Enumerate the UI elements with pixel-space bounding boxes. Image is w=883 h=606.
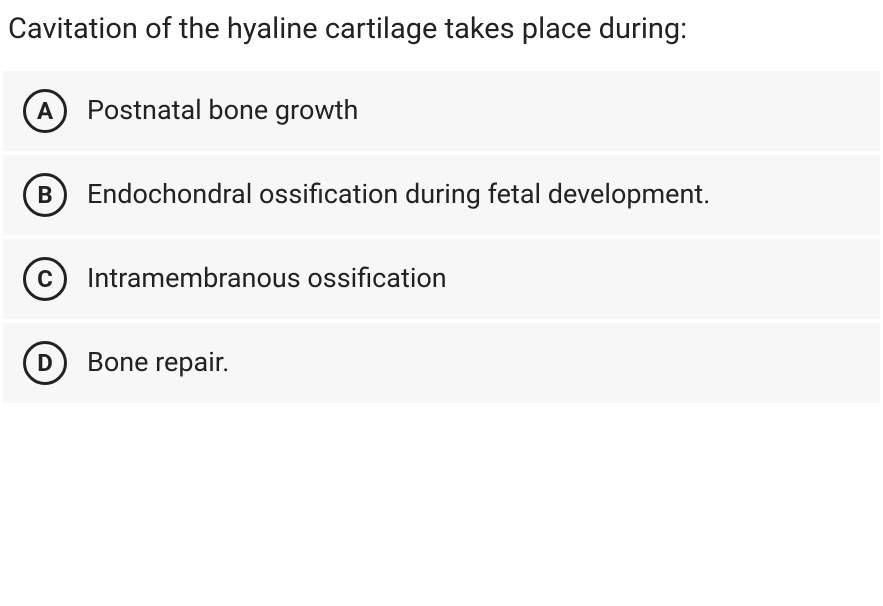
option-row-b[interactable]: B Endochondral ossification during fetal… [3,155,880,235]
option-badge-b: B [23,173,67,217]
option-row-c[interactable]: C Intramembranous ossification [3,239,880,319]
option-label-c: Intramembranous ossification [87,260,447,298]
option-label-b: Endochondral ossification during fetal d… [87,176,710,214]
option-badge-c: C [23,257,67,301]
option-badge-d: D [23,341,67,385]
question-text: Cavitation of the hyaline cartilage take… [0,0,883,67]
option-badge-a: A [23,89,67,133]
option-label-a: Postnatal bone growth [87,92,358,130]
question-container: Cavitation of the hyaline cartilage take… [0,0,883,403]
option-row-d[interactable]: D Bone repair. [3,323,880,403]
option-label-d: Bone repair. [87,344,229,382]
option-row-a[interactable]: A Postnatal bone growth [3,71,880,151]
